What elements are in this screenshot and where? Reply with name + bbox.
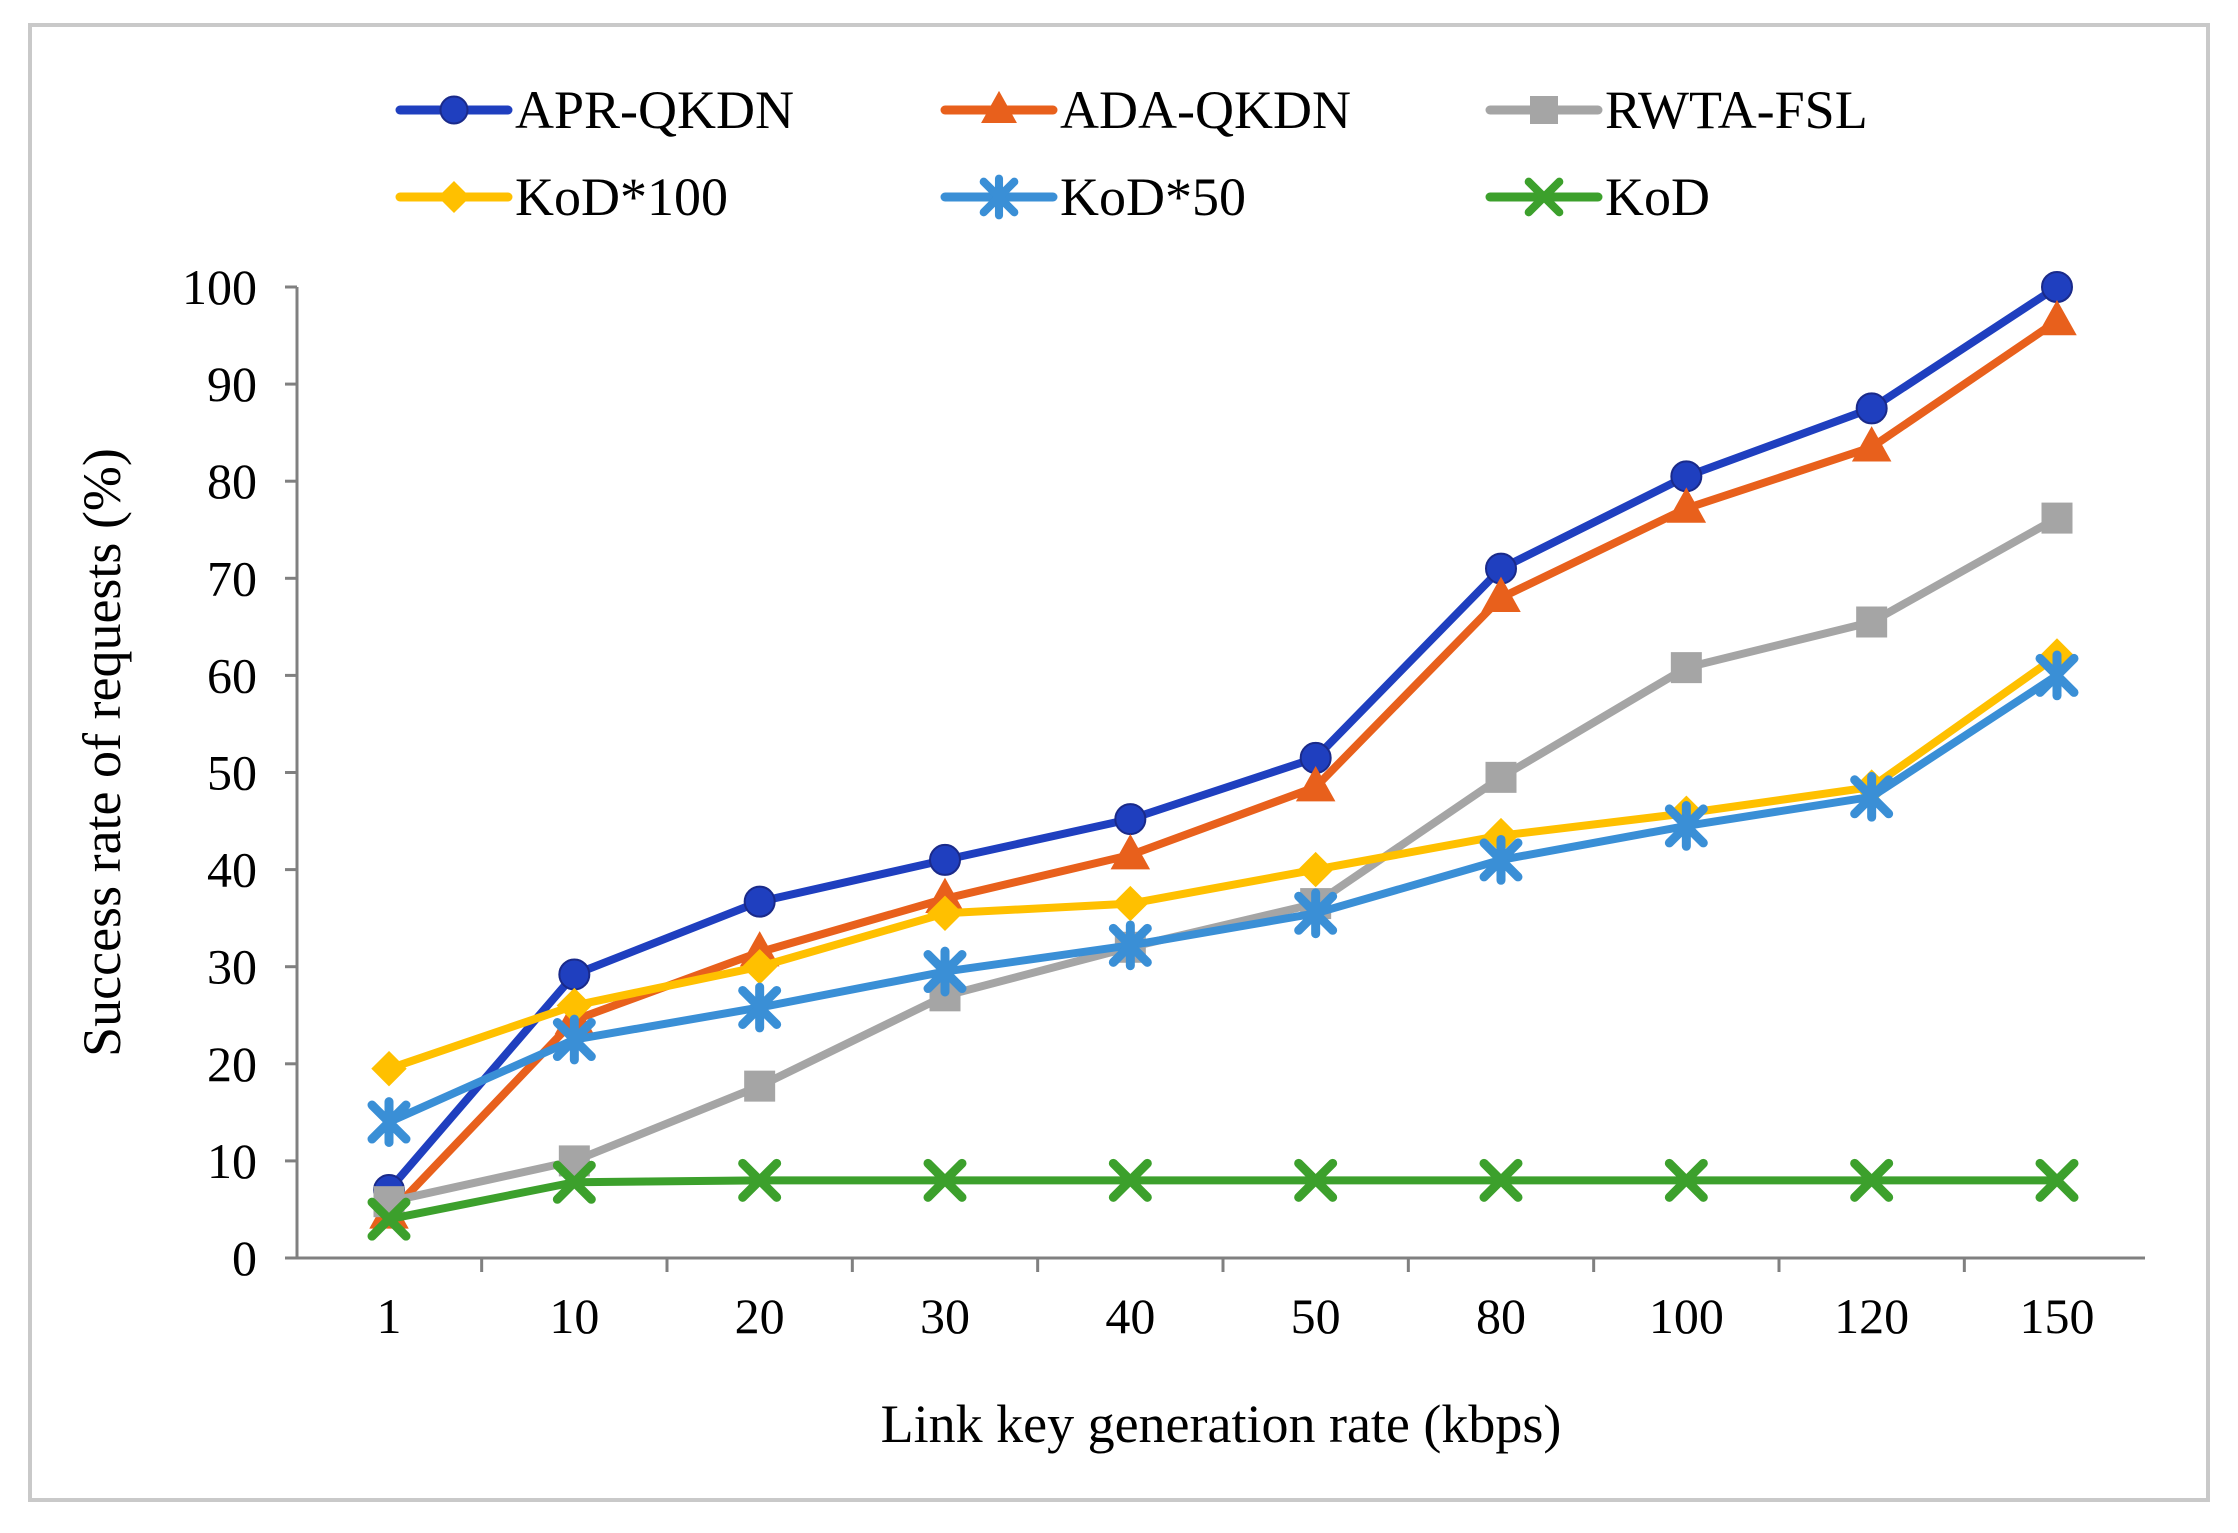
y-tick-label: 20 [207, 1036, 257, 1092]
data-point-kod-50 [1108, 920, 1152, 971]
data-point-rwta-fsl [1670, 652, 1702, 684]
data-point-ada-qkdn [1295, 766, 1336, 802]
series-kod-50 [367, 650, 2079, 1147]
legend-label: ADA-QKDN [1060, 80, 1351, 140]
data-point-kod-50 [1479, 834, 1523, 885]
data-point-ada-qkdn [2037, 299, 2077, 336]
data-point-kod [738, 1158, 782, 1202]
x-tick-label: 30 [920, 1288, 970, 1344]
legend-item-kod-50: KoD*50 [940, 167, 1246, 227]
data-point-kod [1294, 1158, 1338, 1202]
data-point-kod-50 [1664, 801, 1708, 851]
data-point-apr-qkdn [743, 885, 776, 918]
data-point-kod-100 [371, 1050, 407, 1087]
data-point-kod [1664, 1158, 1708, 1202]
series-layer [367, 271, 2079, 1241]
chart-frame [28, 23, 2210, 1502]
legend-item-kod-100: KoD*100 [395, 167, 728, 227]
legend-label: KoD*50 [1060, 167, 1246, 227]
data-point-apr-qkdn [558, 958, 591, 991]
data-point-kod-50 [738, 982, 782, 1033]
y-tick-label: 80 [207, 453, 257, 509]
data-point-ada-qkdn [1851, 426, 1892, 462]
x-axis-title: Link key generation rate (kbps) [881, 1394, 1562, 1454]
legend-swatch-marker [1530, 96, 1558, 124]
data-point-rwta-fsl [744, 1070, 776, 1102]
data-point-apr-qkdn [1855, 392, 1888, 425]
y-tick-label: 30 [207, 939, 257, 995]
series-kod [367, 1158, 2079, 1241]
series-line-kod-100 [385, 651, 2061, 1073]
y-axis-title: Success rate of requests (%) [72, 448, 132, 1057]
x-tick-label: 40 [1105, 1288, 1155, 1344]
legend-label: KoD*100 [515, 167, 728, 227]
data-point-rwta-fsl [1856, 606, 1888, 638]
x-tick-label: 1 [377, 1288, 402, 1344]
data-point-apr-qkdn [929, 843, 961, 876]
legend: APR-QKDN ADA-QKDN RWTA-FSL KoD*100 KoD*50 KoD [395, 80, 1868, 227]
data-point-ada-qkdn [1481, 576, 1521, 613]
y-tick-label: 40 [207, 842, 257, 898]
data-point-kod [1479, 1158, 1523, 1202]
data-point-kod-50 [1294, 888, 1338, 939]
legend-item-rwta-fsl: RWTA-FSL [1485, 80, 1868, 140]
data-point-kod-50 [1850, 771, 1894, 822]
x-tick-label: 100 [1649, 1288, 1724, 1344]
y-axis-ticks: 0 10 20 30 40 50 60 70 80 90 100 [182, 259, 297, 1286]
legend-label: RWTA-FSL [1605, 80, 1868, 140]
data-point-kod [552, 1160, 596, 1204]
legend-label: KoD [1605, 167, 1710, 227]
legend-swatch-marker [979, 174, 1019, 220]
data-point-kod-100 [927, 895, 963, 932]
x-tick-label: 20 [735, 1288, 785, 1344]
data-point-apr-qkdn [2041, 271, 2073, 303]
y-tick-label: 10 [207, 1133, 257, 1189]
x-axis-ticks: 1 10 20 30 40 50 80 100 120 150 [377, 1258, 2095, 1344]
legend-swatch-marker [439, 95, 469, 125]
y-tick-label: 100 [182, 259, 257, 315]
x-tick-label: 120 [1834, 1288, 1909, 1344]
data-point-kod-50 [367, 1097, 411, 1147]
y-tick-label: 70 [207, 550, 257, 606]
data-point-kod-50 [552, 1014, 596, 1065]
legend-swatch-marker [1524, 177, 1564, 217]
y-tick-label: 60 [207, 647, 257, 703]
data-point-kod-50 [2035, 650, 2079, 701]
y-tick-label: 90 [207, 356, 257, 412]
series-line-kod-50 [385, 671, 2061, 1127]
legend-item-ada-qkdn: ADA-QKDN [940, 80, 1351, 140]
data-point-kod [1108, 1158, 1152, 1202]
data-point-rwta-fsl [1485, 761, 1517, 793]
legend-swatch-marker [981, 90, 1017, 123]
series-line-kod [385, 1176, 2061, 1224]
data-point-rwta-fsl [2041, 502, 2073, 534]
x-tick-label: 150 [2020, 1288, 2095, 1344]
data-point-kod [1850, 1158, 1894, 1202]
data-point-ada-qkdn [1666, 487, 1707, 523]
data-point-kod [923, 1158, 967, 1202]
legend-item-kod: KoD [1485, 167, 1710, 227]
y-tick-label: 0 [232, 1230, 257, 1286]
data-point-ada-qkdn [1110, 833, 1151, 870]
data-point-kod [2035, 1158, 2079, 1202]
data-point-apr-qkdn [1670, 460, 1703, 493]
legend-swatch-marker [437, 180, 471, 214]
x-tick-label: 80 [1476, 1288, 1526, 1344]
y-tick-label: 50 [207, 745, 257, 801]
legend-label: APR-QKDN [515, 80, 794, 140]
series-line-apr-qkdn [385, 283, 2061, 1195]
data-point-kod [367, 1197, 411, 1241]
legend-item-apr-qkdn: APR-QKDN [395, 80, 794, 140]
data-point-kod-100 [1297, 851, 1334, 888]
data-point-apr-qkdn [1114, 803, 1147, 836]
series-apr-qkdn [373, 271, 2073, 1207]
data-point-kod-50 [923, 946, 967, 997]
x-tick-label: 50 [1291, 1288, 1341, 1344]
x-tick-label: 10 [549, 1288, 599, 1344]
